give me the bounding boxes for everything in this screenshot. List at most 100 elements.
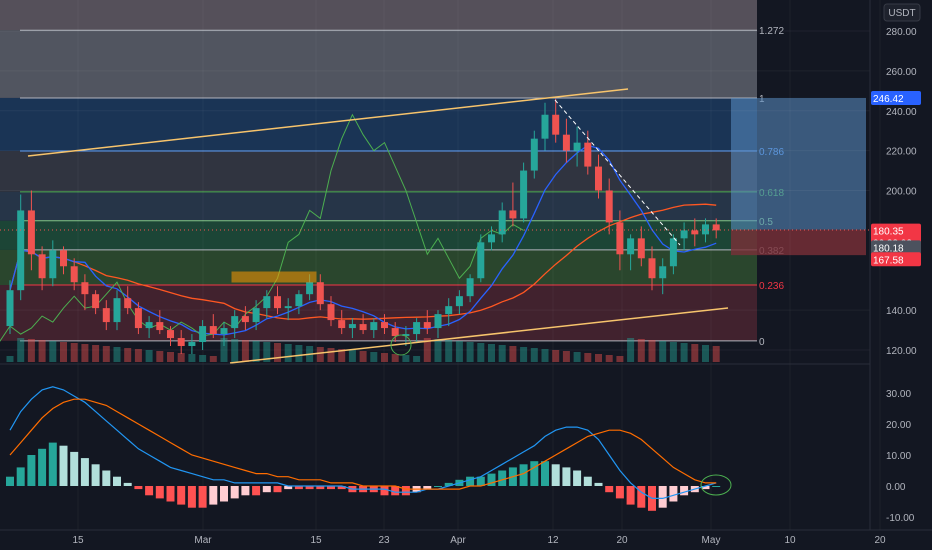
candle-body[interactable] <box>327 304 335 321</box>
candle-body[interactable] <box>455 296 463 307</box>
candle-body[interactable] <box>509 210 517 219</box>
currency-badge[interactable] <box>883 3 921 22</box>
lower-trend-line[interactable] <box>229 307 729 364</box>
candle-body[interactable] <box>381 322 388 329</box>
candle-body[interactable] <box>274 296 281 309</box>
candle-body[interactable] <box>102 308 110 323</box>
candle-body[interactable] <box>316 282 324 305</box>
candle-body[interactable] <box>17 210 25 291</box>
candle-body[interactable] <box>562 134 570 151</box>
candle-body[interactable] <box>177 338 185 347</box>
candle-body[interactable] <box>38 254 46 279</box>
candle-body[interactable] <box>188 342 196 347</box>
candle-body[interactable] <box>680 230 688 239</box>
macd-pane[interactable] <box>6 386 732 511</box>
stop-zone[interactable] <box>731 229 866 256</box>
candle-body[interactable] <box>338 320 346 329</box>
candle-body[interactable] <box>445 306 453 315</box>
candle-body[interactable] <box>669 238 677 267</box>
candle-body[interactable] <box>241 316 249 323</box>
candle-body[interactable] <box>466 278 474 297</box>
time-tick-label: 23 <box>378 535 390 546</box>
candle-body[interactable] <box>573 142 581 151</box>
candle-body[interactable] <box>60 250 67 267</box>
candle-body[interactable] <box>156 322 164 331</box>
time-axis[interactable]: 15 Mar 15 23 Apr 12 20 May 10 20 <box>72 535 886 546</box>
volume-bar <box>530 348 538 362</box>
candle-body[interactable] <box>498 210 506 235</box>
candle-body[interactable] <box>359 324 367 331</box>
macd-histogram-bar <box>541 461 549 486</box>
candle-body[interactable] <box>81 282 89 295</box>
highlight-box[interactable] <box>231 271 317 283</box>
candle-body[interactable] <box>595 166 602 191</box>
candle-body[interactable] <box>477 242 485 279</box>
candle-body[interactable] <box>306 282 314 295</box>
candle-body[interactable] <box>691 230 699 235</box>
candle-body[interactable] <box>220 328 228 335</box>
macd-histogram-bar <box>680 486 689 496</box>
macd-histogram-bar <box>594 482 603 486</box>
price-tick-label: 200.00 <box>886 187 917 198</box>
dashed-trend-line[interactable] <box>554 99 681 246</box>
candle-body[interactable] <box>167 330 174 339</box>
candle-body[interactable] <box>434 314 442 329</box>
candle-body[interactable] <box>423 322 431 329</box>
candle-body[interactable] <box>552 114 560 135</box>
candle-body[interactable] <box>488 234 495 243</box>
price-tick-label: 260.00 <box>886 67 917 78</box>
macd-cross-highlight[interactable] <box>700 474 732 496</box>
macd-histogram-bar <box>134 486 143 490</box>
highlight-circle[interactable] <box>390 334 412 356</box>
candle-body[interactable] <box>637 238 645 259</box>
macd-histogram-bar <box>70 451 79 486</box>
candle-body[interactable] <box>584 142 592 167</box>
candle-body[interactable] <box>252 308 260 323</box>
candle-body[interactable] <box>648 258 656 279</box>
macd-histogram-bar <box>48 442 57 486</box>
candle-body[interactable] <box>145 322 153 329</box>
candle-body[interactable] <box>284 306 292 309</box>
candle-body[interactable] <box>209 326 217 335</box>
candle-body[interactable] <box>124 298 132 309</box>
candle-body[interactable] <box>627 238 635 255</box>
candle-body[interactable] <box>413 322 421 335</box>
price-axis[interactable]: USDT 280.00 260.00 240.00 220.00 200.00 140.0… <box>883 3 921 357</box>
macd-histogram-bar <box>615 486 624 499</box>
candle-body[interactable] <box>231 316 239 329</box>
candle-body[interactable] <box>541 114 549 139</box>
candle-body[interactable] <box>263 296 271 309</box>
candles[interactable] <box>6 98 720 354</box>
candle-body[interactable] <box>92 294 100 309</box>
candle-body[interactable] <box>702 224 709 235</box>
candle-body[interactable] <box>712 224 720 231</box>
volume-bar <box>669 342 677 362</box>
candle-body[interactable] <box>49 250 57 279</box>
candle-body[interactable] <box>134 308 142 329</box>
candle-body[interactable] <box>295 294 303 307</box>
candle-body[interactable] <box>659 266 667 279</box>
drawings[interactable] <box>0 88 870 364</box>
candle-body[interactable] <box>70 266 78 283</box>
volume-bar <box>241 340 249 362</box>
candle-body[interactable] <box>370 322 378 331</box>
candle-body[interactable] <box>113 298 121 323</box>
candle-body[interactable] <box>605 190 613 223</box>
fib-band-2 <box>0 151 757 192</box>
candle-body[interactable] <box>348 324 356 329</box>
candle-body[interactable] <box>27 210 35 255</box>
candle-body[interactable] <box>199 326 207 343</box>
candle-body[interactable] <box>616 222 624 255</box>
candle-body[interactable] <box>530 138 538 171</box>
volume-bar <box>92 345 100 362</box>
candle-body[interactable] <box>6 290 14 327</box>
candle-body[interactable] <box>391 328 399 337</box>
volume-bar <box>520 347 528 362</box>
volume-bar <box>659 341 667 362</box>
candle-body[interactable] <box>402 334 410 337</box>
target-zone[interactable] <box>731 97 866 230</box>
upper-trend-line[interactable] <box>27 88 629 157</box>
candle-body[interactable] <box>520 170 528 219</box>
